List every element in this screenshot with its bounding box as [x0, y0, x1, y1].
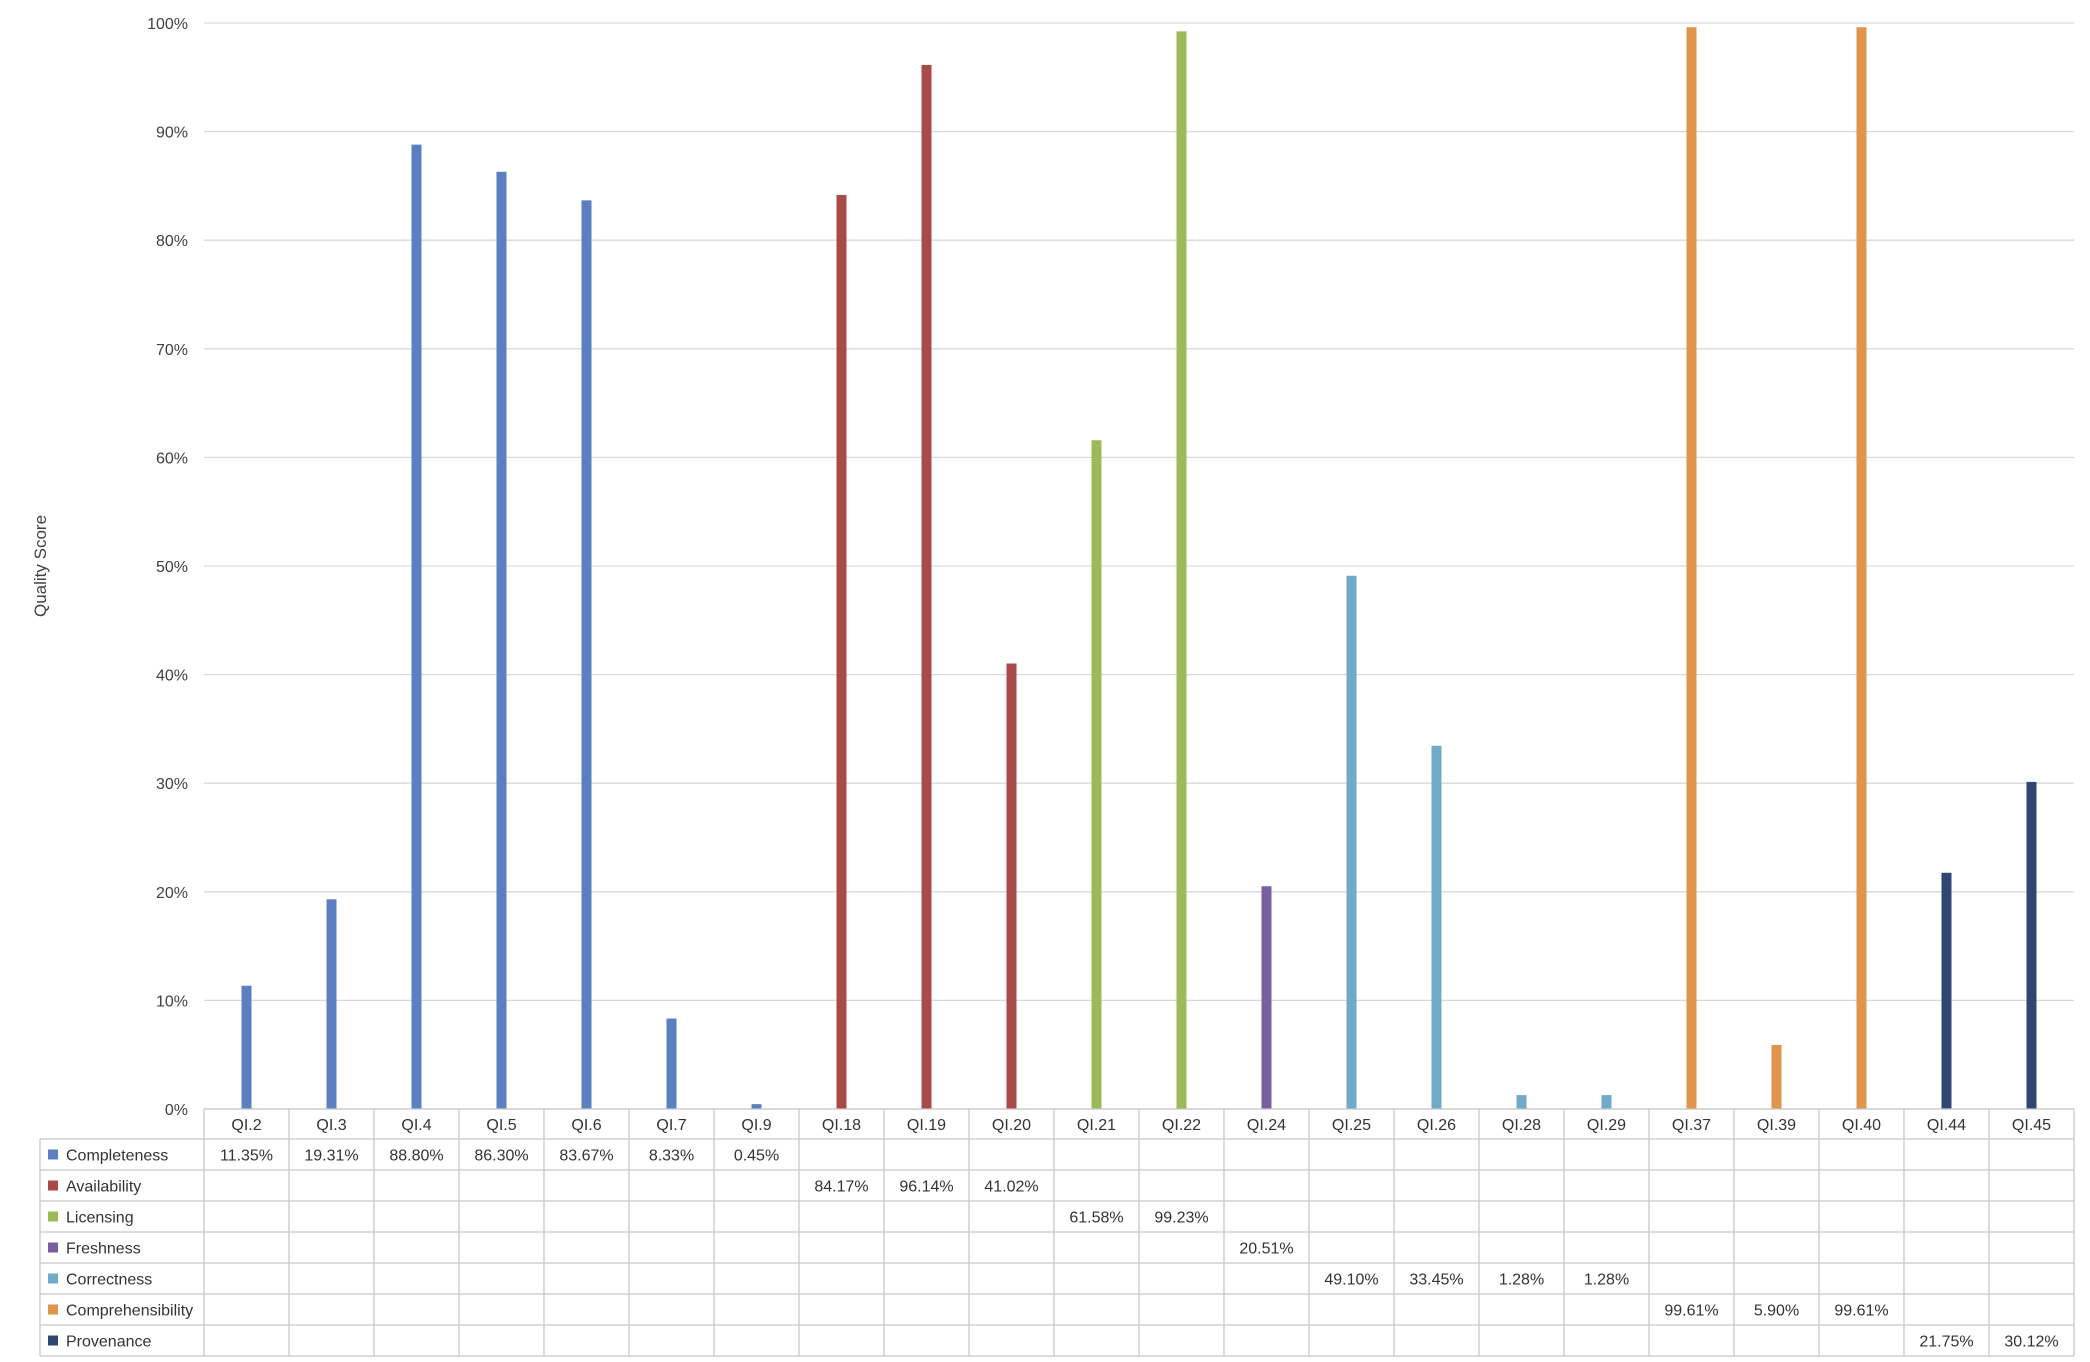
y-tick-label: 40%: [156, 668, 188, 685]
bar-completeness-qi5: [496, 171, 507, 1110]
bar-completeness-qi9: [751, 1104, 762, 1109]
data-label: 84.17%: [814, 1179, 868, 1196]
data-label: 99.23%: [1154, 1210, 1208, 1227]
legend-label-provenance: Provenance: [66, 1334, 151, 1351]
data-label: 20.51%: [1239, 1241, 1293, 1258]
x-tick-label: QI.18: [822, 1117, 861, 1134]
data-label: 30.12%: [2004, 1334, 2058, 1351]
data-table: QI.2 QI.3 QI.4 QI.5 QI.6 QI.7 QI.9 QI.18 QI.19 QI…: [39, 1108, 2075, 1357]
bar-comprehensibility-qi40: [1856, 27, 1867, 1110]
y-tick-label: 100%: [147, 16, 188, 33]
legend-swatch-availability: [48, 1180, 58, 1191]
y-axis-ticks: 0% 10% 20% 30% 40% 50% 60% 70% 80% 90% 100%: [147, 16, 188, 1119]
legend-label-licensing: Licensing: [66, 1210, 134, 1227]
y-tick-label: 70%: [156, 342, 188, 359]
x-tick-label: QI.24: [1247, 1117, 1286, 1134]
data-label: 33.45%: [1409, 1272, 1463, 1289]
legend-swatch-completeness: [48, 1149, 58, 1160]
data-label: 19.31%: [304, 1148, 358, 1165]
bar-correctness-qi25: [1346, 575, 1357, 1109]
legend-swatch-freshness: [48, 1242, 58, 1253]
bar-licensing-qi22: [1176, 31, 1187, 1110]
x-tick-label: QI.28: [1502, 1117, 1541, 1134]
legend-label-availability: Availability: [66, 1179, 141, 1196]
y-axis-label: Quality Score: [31, 515, 50, 617]
x-tick-label: QI.22: [1162, 1117, 1201, 1134]
x-tick-label: QI.19: [907, 1117, 946, 1134]
bar-completeness-qi3: [326, 899, 337, 1109]
y-tick-label: 30%: [156, 776, 188, 793]
y-tick-label: 10%: [156, 993, 188, 1010]
bar-availability-qi20: [1006, 663, 1017, 1109]
legend-label-completeness: Completeness: [66, 1148, 168, 1165]
bar-licensing-qi21: [1091, 440, 1102, 1109]
bar-completeness-qi6: [581, 200, 592, 1109]
bar-provenance-qi45: [2026, 781, 2037, 1109]
data-label: 1.28%: [1499, 1272, 1544, 1289]
bar-comprehensibility-qi39: [1771, 1044, 1782, 1109]
legend-swatch-correctness: [48, 1273, 58, 1284]
legend-swatch-comprehensibility: [48, 1304, 58, 1315]
x-tick-label: QI.21: [1077, 1117, 1116, 1134]
data-label: 41.02%: [984, 1179, 1038, 1196]
bar-availability-qi19: [921, 64, 932, 1110]
legend-swatch-licensing: [48, 1211, 58, 1222]
data-label: 99.61%: [1834, 1303, 1888, 1320]
y-tick-label: 60%: [156, 450, 188, 467]
x-tick-label: QI.5: [486, 1117, 516, 1134]
x-tick-label: QI.45: [2012, 1117, 2051, 1134]
x-tick-label: QI.6: [571, 1117, 601, 1134]
x-tick-label: QI.26: [1417, 1117, 1456, 1134]
x-tick-label: QI.20: [992, 1117, 1031, 1134]
x-tick-label: QI.29: [1587, 1117, 1626, 1134]
bar-completeness-qi4: [411, 144, 422, 1109]
data-label: 61.58%: [1069, 1210, 1123, 1227]
bar-provenance-qi44: [1941, 872, 1952, 1109]
x-tick-label: QI.40: [1842, 1117, 1881, 1134]
data-label: 83.67%: [559, 1148, 613, 1165]
data-label: 0.45%: [734, 1148, 779, 1165]
legend-label-comprehensibility: Comprehensibility: [66, 1303, 193, 1320]
legend-label-freshness: Freshness: [66, 1241, 141, 1258]
y-tick-label: 50%: [156, 559, 188, 576]
x-tick-label: QI.3: [316, 1117, 346, 1134]
y-tick-label: 90%: [156, 125, 188, 142]
y-tick-label: 20%: [156, 885, 188, 902]
bars: [241, 27, 2037, 1110]
x-tick-label: QI.9: [741, 1117, 771, 1134]
data-label: 96.14%: [899, 1179, 953, 1196]
y-tick-label: 80%: [156, 233, 188, 250]
x-tick-label: QI.37: [1672, 1117, 1711, 1134]
data-label: 99.61%: [1664, 1303, 1718, 1320]
data-label: 88.80%: [389, 1148, 443, 1165]
data-label: 8.33%: [649, 1148, 694, 1165]
data-label: 1.28%: [1584, 1272, 1629, 1289]
bar-completeness-qi2: [241, 985, 252, 1109]
x-tick-label: QI.25: [1332, 1117, 1371, 1134]
data-label: 5.90%: [1754, 1303, 1799, 1320]
bar-correctness-qi29: [1601, 1095, 1612, 1109]
data-label: 86.30%: [474, 1148, 528, 1165]
x-tick-label: QI.44: [1927, 1117, 1966, 1134]
y-tick-label: 0%: [165, 1102, 188, 1119]
x-tick-label: QI.7: [656, 1117, 686, 1134]
bar-completeness-qi7: [666, 1018, 677, 1109]
data-label: 49.10%: [1324, 1272, 1378, 1289]
bar-correctness-qi26: [1431, 745, 1442, 1109]
x-tick-label: QI.4: [401, 1117, 431, 1134]
legend-label-correctness: Correctness: [66, 1272, 152, 1289]
bar-correctness-qi28: [1516, 1095, 1527, 1109]
gridlines: [204, 22, 2074, 1110]
bar-availability-qi18: [836, 194, 847, 1109]
data-label: 21.75%: [1919, 1334, 1973, 1351]
legend-swatch-provenance: [48, 1335, 58, 1346]
x-tick-label: QI.2: [231, 1117, 261, 1134]
bar-freshness-qi24: [1261, 886, 1272, 1109]
bar-comprehensibility-qi37: [1686, 27, 1697, 1110]
data-label: 11.35%: [220, 1148, 273, 1165]
x-tick-label: QI.39: [1757, 1117, 1796, 1134]
